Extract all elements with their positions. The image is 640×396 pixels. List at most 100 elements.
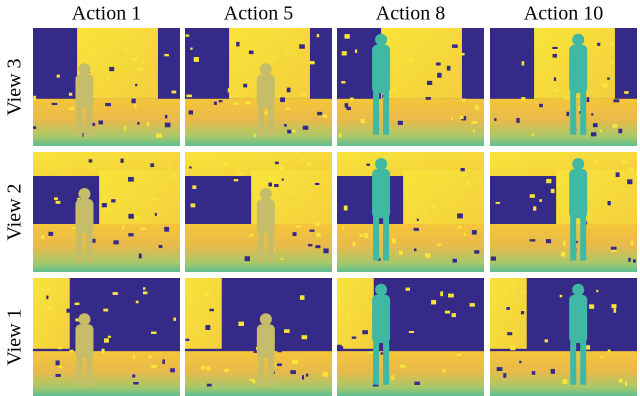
noise bbox=[472, 121, 478, 124]
column-header: Action 1 bbox=[72, 3, 141, 25]
noise bbox=[532, 134, 534, 136]
person-head bbox=[572, 284, 584, 296]
noise bbox=[214, 102, 217, 105]
noise bbox=[167, 164, 170, 166]
noise bbox=[340, 92, 345, 96]
person-leg bbox=[268, 107, 274, 137]
noise bbox=[282, 178, 284, 180]
noise bbox=[249, 234, 254, 237]
noise bbox=[459, 174, 465, 177]
noise bbox=[201, 366, 206, 369]
noise bbox=[209, 42, 212, 46]
person-head bbox=[260, 63, 272, 75]
noise bbox=[287, 130, 291, 134]
noise bbox=[406, 288, 410, 291]
noise bbox=[68, 107, 74, 110]
noise bbox=[98, 120, 103, 124]
noise bbox=[268, 183, 272, 187]
noise bbox=[399, 251, 403, 255]
noise bbox=[107, 208, 111, 210]
noise bbox=[123, 48, 127, 52]
noise bbox=[89, 159, 93, 162]
noise bbox=[446, 338, 451, 341]
depth-image bbox=[337, 28, 484, 146]
person-leg bbox=[570, 216, 576, 260]
person-leg bbox=[268, 357, 274, 387]
person-body bbox=[257, 74, 275, 108]
noise bbox=[278, 349, 282, 352]
noise bbox=[317, 85, 319, 88]
noise bbox=[472, 230, 477, 234]
noise bbox=[151, 365, 156, 368]
noise bbox=[402, 337, 405, 341]
noise bbox=[494, 219, 497, 222]
noise bbox=[533, 206, 536, 210]
noise bbox=[507, 201, 509, 203]
noise bbox=[474, 250, 479, 254]
noise bbox=[236, 42, 239, 47]
noise bbox=[619, 379, 623, 383]
noise bbox=[134, 104, 136, 108]
noise bbox=[591, 113, 593, 115]
noise bbox=[277, 363, 282, 366]
noise bbox=[209, 309, 214, 311]
noise bbox=[203, 292, 209, 296]
noise bbox=[456, 354, 461, 356]
depth-image bbox=[33, 152, 180, 272]
noise bbox=[475, 105, 479, 109]
noise bbox=[491, 257, 496, 261]
person-body bbox=[75, 324, 93, 358]
noise bbox=[188, 181, 192, 186]
noise bbox=[128, 233, 133, 236]
noise bbox=[292, 232, 296, 236]
noise bbox=[608, 201, 611, 205]
noise bbox=[631, 82, 634, 86]
noise bbox=[199, 182, 204, 185]
noise bbox=[360, 233, 363, 237]
noise bbox=[392, 180, 394, 183]
depth-image bbox=[337, 278, 484, 396]
noise bbox=[460, 53, 465, 55]
noise bbox=[322, 320, 325, 324]
noise bbox=[616, 172, 620, 177]
noise bbox=[207, 366, 211, 371]
depth-image bbox=[490, 278, 637, 396]
noise bbox=[453, 327, 455, 332]
noise bbox=[408, 58, 413, 62]
noise bbox=[593, 123, 598, 127]
noise bbox=[414, 382, 420, 385]
noise bbox=[397, 336, 400, 339]
noise bbox=[133, 382, 138, 385]
noise bbox=[245, 256, 250, 261]
noise bbox=[124, 126, 126, 131]
noise bbox=[510, 345, 515, 350]
noise bbox=[199, 201, 205, 205]
person-head bbox=[78, 63, 90, 75]
noise bbox=[186, 35, 190, 37]
noise bbox=[267, 292, 270, 295]
noise bbox=[426, 97, 431, 100]
noise bbox=[143, 287, 145, 290]
person-leg bbox=[268, 232, 274, 263]
noise bbox=[342, 182, 346, 186]
noise bbox=[33, 96, 36, 100]
noise bbox=[422, 213, 426, 217]
noise bbox=[597, 43, 600, 46]
noise bbox=[546, 239, 551, 243]
noise bbox=[133, 355, 135, 359]
noise bbox=[164, 54, 169, 56]
noise bbox=[238, 322, 244, 326]
noise bbox=[504, 288, 506, 292]
noise bbox=[92, 166, 95, 169]
noise bbox=[306, 374, 308, 377]
noise bbox=[433, 306, 437, 311]
noise bbox=[622, 160, 627, 163]
person-head bbox=[78, 188, 90, 200]
noise bbox=[245, 101, 250, 104]
wall bbox=[185, 278, 222, 349]
noise bbox=[52, 170, 56, 172]
noise bbox=[366, 164, 370, 166]
person-leg bbox=[258, 232, 264, 263]
